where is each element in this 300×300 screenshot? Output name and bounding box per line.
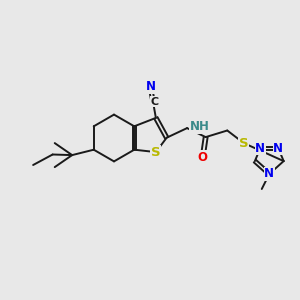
Text: S: S — [239, 136, 249, 150]
Text: N: N — [255, 142, 265, 155]
Text: C: C — [150, 97, 159, 107]
Text: NH: NH — [190, 120, 209, 133]
Text: N: N — [273, 142, 283, 155]
Text: N: N — [264, 167, 274, 181]
Text: N: N — [146, 80, 155, 93]
Text: O: O — [198, 151, 208, 164]
Text: S: S — [151, 146, 161, 159]
